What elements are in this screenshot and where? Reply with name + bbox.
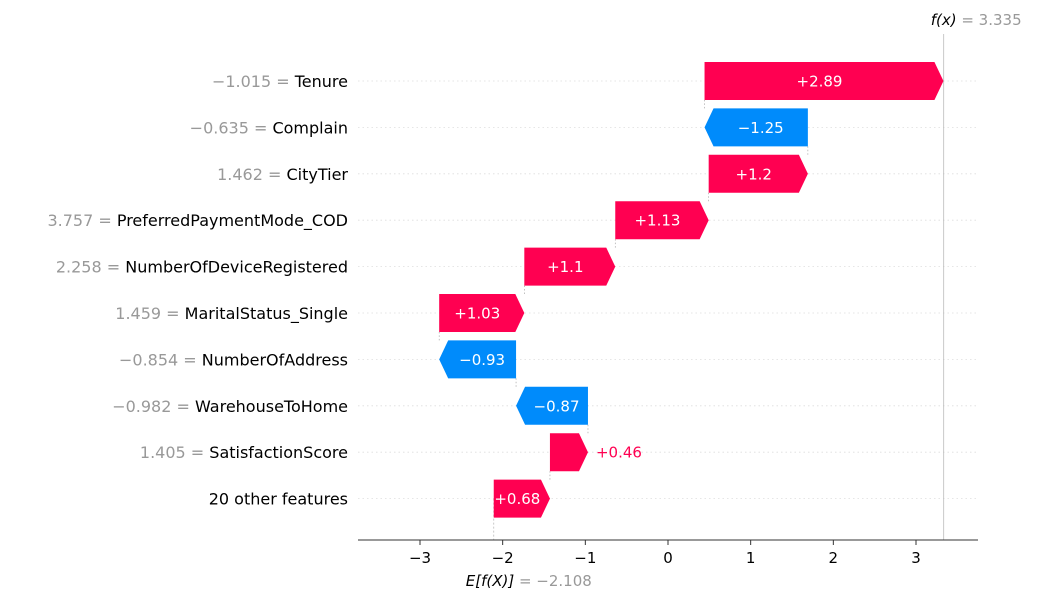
feature-labels: −1.015 = Tenure −0.635 = Complain 1.462 = … <box>47 72 348 509</box>
feature-label: −0.635 = Complain <box>190 118 348 137</box>
contribution-label: −0.87 <box>534 397 580 415</box>
contribution-label: +2.89 <box>797 73 843 91</box>
x-tick-label: 1 <box>746 549 756 567</box>
feature-value: −0.635 = <box>190 118 273 137</box>
fx-label: f(x) <box>931 11 962 29</box>
feature-value: 1.459 = <box>115 304 184 323</box>
positive-bar <box>704 62 944 100</box>
x-tick-label: 3 <box>911 549 921 567</box>
contribution-label: −0.93 <box>459 351 505 369</box>
feature-label: 20 other features <box>209 490 348 509</box>
positive-bar <box>493 479 550 518</box>
feature-value: 1.462 = <box>217 165 286 184</box>
x-tick-label: −1 <box>574 549 596 567</box>
feature-name: WarehouseToHome <box>195 397 348 416</box>
feature-label: −0.854 = NumberOfAddress <box>119 350 348 369</box>
base-annotation: E[f(X)] = −2.108 <box>466 572 592 590</box>
row-gridlines <box>358 80 978 500</box>
feature-label: −0.982 = WarehouseToHome <box>112 397 348 416</box>
feature-label: 2.258 = NumberOfDeviceRegistered <box>56 258 348 277</box>
positive-bar <box>439 294 525 332</box>
positive-bar <box>615 201 709 240</box>
x-axis: −3 −2 −1 0 1 2 3 <box>358 539 978 567</box>
feature-name: PreferredPaymentMode_COD <box>117 211 348 231</box>
positive-bar <box>549 433 588 472</box>
feature-name: MaritalStatus_Single <box>185 304 348 324</box>
feature-value: −1.015 = <box>212 72 295 91</box>
positive-bar <box>708 154 808 193</box>
contribution-label: +1.1 <box>547 258 583 276</box>
value-annotations: +2.89 −1.25 +1.2 +1.13 +1.1 +1.03 −0.93 −0.87 +0… <box>454 11 1021 590</box>
feature-name: NumberOfDeviceRegistered <box>125 258 348 277</box>
contribution-label: +1.13 <box>634 212 680 230</box>
x-tick-label: −2 <box>492 549 514 567</box>
positive-bar <box>524 247 616 286</box>
base-value: = −2.108 <box>519 572 592 590</box>
feature-name: CityTier <box>286 165 348 184</box>
contribution-label: +0.68 <box>494 490 540 508</box>
negative-bar <box>704 108 808 147</box>
feature-label: −1.015 = Tenure <box>212 72 348 91</box>
contribution-label: +1.2 <box>736 165 772 183</box>
feature-label: 1.462 = CityTier <box>217 165 348 184</box>
x-tick-label: −3 <box>409 549 431 567</box>
feature-value: −0.854 = <box>119 350 202 369</box>
feature-label: 3.757 = PreferredPaymentMode_COD <box>47 211 348 231</box>
feature-name: SatisfactionScore <box>209 443 348 462</box>
feature-value: 3.757 = <box>47 211 116 230</box>
fx-annotation: f(x) = 3.335 <box>931 11 1022 29</box>
reference-lines <box>438 34 945 540</box>
negative-bar <box>439 340 517 379</box>
feature-name: NumberOfAddress <box>202 350 348 369</box>
x-tick-label: 2 <box>829 549 839 567</box>
x-tick-label: 0 <box>663 549 673 567</box>
feature-label: 1.459 = MaritalStatus_Single <box>115 304 348 324</box>
feature-value: 1.405 = <box>140 443 209 462</box>
feature-name: Complain <box>272 118 348 137</box>
feature-value: 2.258 = <box>56 258 125 277</box>
negative-bar <box>516 386 588 425</box>
feature-label: 1.405 = SatisfactionScore <box>140 443 348 462</box>
base-label: E[f(X)] <box>466 572 519 590</box>
feature-name: 20 other features <box>209 490 348 509</box>
contribution-bars <box>439 62 944 518</box>
feature-value: −0.982 = <box>112 397 195 416</box>
contribution-label: +0.46 <box>596 444 642 462</box>
feature-name: Tenure <box>294 72 348 91</box>
contribution-label: +1.03 <box>454 305 500 323</box>
contribution-label: −1.25 <box>738 119 784 137</box>
fx-value: = 3.335 <box>961 11 1021 29</box>
